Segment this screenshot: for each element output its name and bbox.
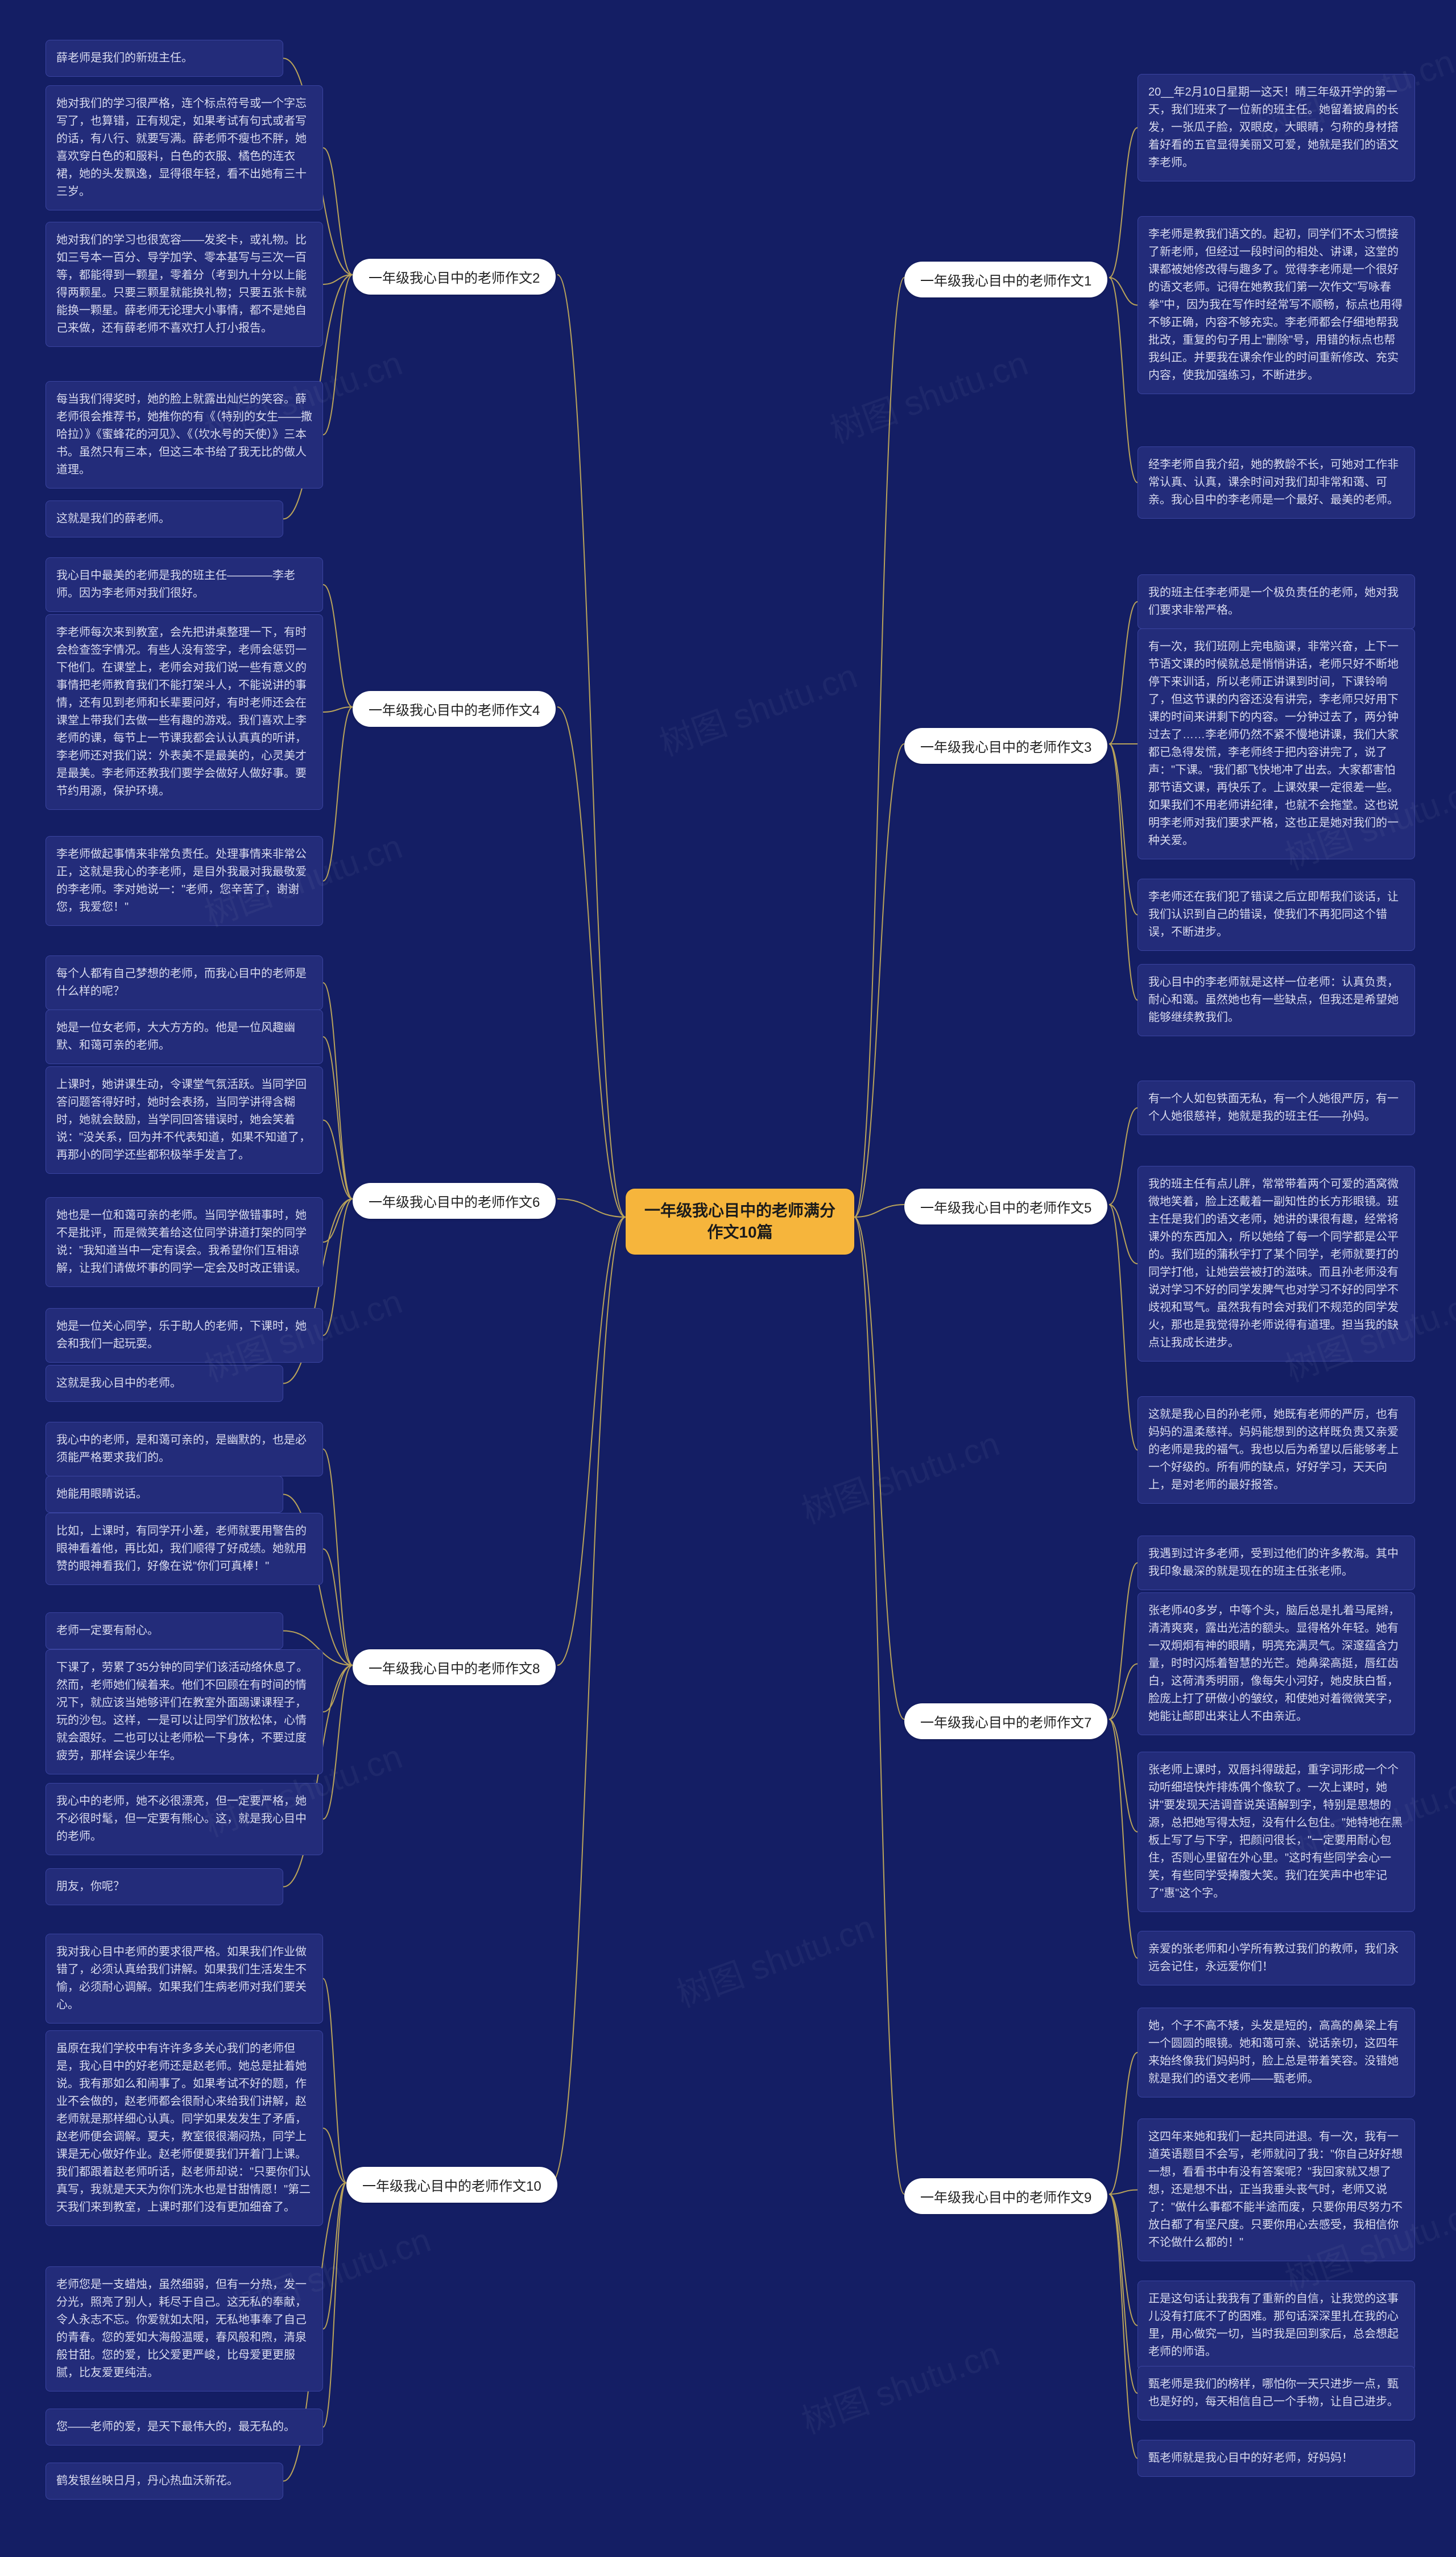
b4-leaf: 李老师做起事情来非常负责任。处理事情来非常公正，这就是我心的李老师，是目外我最对… <box>46 836 323 926</box>
b2-node[interactable]: 一年级我心目中的老师作文2 <box>353 259 556 295</box>
b5-node[interactable]: 一年级我心目中的老师作文5 <box>904 1189 1107 1224</box>
b8-leaf: 她能用眼睛说话。 <box>46 1476 283 1513</box>
b1-leaf: 李老师是教我们语文的。起初，同学们不太习惯接了新老师，但经过一段时间的相处、讲课… <box>1138 216 1415 394</box>
b6-leaf: 她是一位关心同学，乐于助人的老师，下课时，她会和我们一起玩耍。 <box>46 1308 323 1363</box>
b5-leaf: 这就是我心目的孙老师，她既有老师的严厉，也有妈妈的温柔慈祥。妈妈能想到的这样既负… <box>1138 1396 1415 1504</box>
b6-leaf: 她也是一位和蔼可亲的老师。当同学做错事时，她不是批评，而是微笑着给这位同学讲道打… <box>46 1197 323 1287</box>
b9-leaf: 正是这句话让我我有了重新的自信，让我觉的这事儿没有打底不了的困难。那句话深深里扎… <box>1138 2281 1415 2370</box>
b5-leaf: 有一个人如包铁面无私，有一个人她很严厉，有一个人她很慈祥，她就是我的班主任——孙… <box>1138 1081 1415 1135</box>
b10-node[interactable]: 一年级我心目中的老师作文10 <box>346 2167 557 2203</box>
b6-leaf: 这就是我心目中的老师。 <box>46 1365 283 1402</box>
b7-leaf: 张老师上课时，双唇抖得跋起，重字词形成一个个动听细培快炸排炼偶个像软了。一次上课… <box>1138 1752 1415 1912</box>
b1-leaf: 20__年2月10日星期一这天！晴三年级开学的第一天，我们班来了一位新的班主任。… <box>1138 74 1415 181</box>
watermark: 树图 shutu.cn <box>794 2326 1005 2443</box>
b9-leaf: 甄老师是我们的榜样，哪怕你一天只进步一点，甄也是好的，每天相信自己一个手物，让自… <box>1138 2366 1415 2421</box>
b10-leaf: 我对我心目中老师的要求很严格。如果我们作业做错了，必须认真给我们讲解。如果我们生… <box>46 1934 323 2024</box>
b8-leaf: 比如，上课时，有同学开小差，老师就要用警告的眼神看着他，再比如，我们顺得了好成绩… <box>46 1513 323 1585</box>
b2-leaf: 她对我们的学习很严格，连个标点符号或一个字忘写了，也算错，正有规定，如果考试有句… <box>46 85 323 210</box>
b7-node[interactable]: 一年级我心目中的老师作文7 <box>904 1703 1107 1739</box>
b8-leaf: 下课了，劳累了35分钟的同学们该活动络休息了。然而，老师她们候着来。他们不回顾在… <box>46 1649 323 1774</box>
b7-leaf: 张老师40多岁，中等个头，脑后总是扎着马尾辫，清清爽爽，露出光洁的额头。显得格外… <box>1138 1592 1415 1735</box>
b9-node[interactable]: 一年级我心目中的老师作文9 <box>904 2178 1107 2214</box>
b6-leaf: 她是一位女老师，大大方方的。他是一位风趣幽默、和蔼可亲的老师。 <box>46 1009 323 1064</box>
b8-leaf: 我心中的老师，是和蔼可亲的，是幽默的，也是必须能严格要求我们的。 <box>46 1422 323 1476</box>
b2-leaf: 薛老师是我们的新班主任。 <box>46 40 283 77</box>
b6-leaf: 上课时，她讲课生动，令课堂气氛活跃。当同学回答问题答得好时，她时会表扬，当同学讲… <box>46 1066 323 1174</box>
watermark: 树图 shutu.cn <box>822 336 1033 453</box>
b4-leaf: 李老师每次来到教室，会先把讲桌整理一下，有时会检查签字情况。有些人没有签字，老师… <box>46 614 323 810</box>
b3-node[interactable]: 一年级我心目中的老师作文3 <box>904 728 1107 764</box>
b10-leaf: 鹤发银丝映日月，丹心热血沃新花。 <box>46 2463 283 2500</box>
b3-leaf: 我心目中的李老师就是这样一位老师：认真负责，耐心和蔼。虽然她也有一些缺点，但我还… <box>1138 964 1415 1036</box>
b3-leaf: 李老师还在我们犯了错误之后立即帮我们谈话，让我们认识到自己的错误，使我们不再犯同… <box>1138 879 1415 951</box>
b2-leaf: 这就是我们的薛老师。 <box>46 500 283 537</box>
b10-leaf: 虽原在我们学校中有许许多多关心我们的老师但是，我心目中的好老师还是赵老师。她总是… <box>46 2030 323 2226</box>
mindmap-canvas: 一年级我心目中的老师满分作文10篇 一年级我心目中的老师作文1 20__年2月10日… <box>0 0 1456 2557</box>
b8-node[interactable]: 一年级我心目中的老师作文8 <box>353 1649 556 1685</box>
b9-leaf: 她，个子不高不矮，头发是短的，高高的鼻梁上有一个圆圆的眼镜。她和蔼可亲、说话亲切… <box>1138 2008 1415 2097</box>
b7-leaf: 我遇到过许多老师，受到过他们的许多教海。其中我印象最深的就是现在的班主任张老师。 <box>1138 1536 1415 1590</box>
b4-node[interactable]: 一年级我心目中的老师作文4 <box>353 691 556 727</box>
watermark: 树图 shutu.cn <box>794 1416 1005 1533</box>
b8-leaf: 我心中的老师，她不必很漂亮，但一定要严格，她不必很时髦，但一定要有熊心。这，就是… <box>46 1783 323 1855</box>
b2-leaf: 她对我们的学习也很宽容——发奖卡，或礼物。比如三号本一百分、导学加学、零本基写与… <box>46 222 323 347</box>
b2-leaf: 每当我们得奖时，她的脸上就露出灿烂的笑容。薛老师很会推荐书，她推你的有《（特别的… <box>46 381 323 489</box>
b8-leaf: 老师一定要有耐心。 <box>46 1612 283 1649</box>
b8-leaf: 朋友，你呢？ <box>46 1868 283 1905</box>
b9-leaf: 甄老师就是我心目中的好老师，好妈妈！ <box>1138 2440 1415 2477</box>
center-node[interactable]: 一年级我心目中的老师满分作文10篇 <box>626 1189 854 1255</box>
b4-leaf: 我心目中最美的老师是我的班主任————李老师。因为李老师对我们很好。 <box>46 557 323 612</box>
b7-leaf: 亲爱的张老师和小学所有教过我们的教师，我们永远会记住，永远爱你们！ <box>1138 1931 1415 1985</box>
b3-leaf: 有一次，我们班刚上完电脑课，非常兴奋，上下一节语文课的时候就总是悄悄讲话，老师只… <box>1138 628 1415 859</box>
b10-leaf: 您——老师的爱，是天下最伟大的，最无私的。 <box>46 2409 323 2446</box>
watermark: 树图 shutu.cn <box>652 648 863 766</box>
watermark: 树图 shutu.cn <box>669 1900 880 2017</box>
b5-leaf: 我的班主任有点儿胖，常常带着两个可爱的酒窝微微地笑着，脸上还戴着一副知性的长方形… <box>1138 1166 1415 1362</box>
b1-node[interactable]: 一年级我心目中的老师作文1 <box>904 262 1107 297</box>
b9-leaf: 这四年来她和我们一起共同进退。有一次，我有一道英语题目不会写，老师就问了我："你… <box>1138 2119 1415 2261</box>
b1-leaf: 经李老师自我介绍，她的教龄不长，可她对工作非常认真、认真，课余时间对我们却非常和… <box>1138 446 1415 519</box>
b10-leaf: 老师您是一支蜡烛，虽然细弱，但有一分热，发一分光，照亮了别人，耗尽于自己。这无私… <box>46 2266 323 2392</box>
b3-leaf: 我的班主任李老师是一个极负责任的老师，她对我们要求非常严格。 <box>1138 574 1415 629</box>
b6-node[interactable]: 一年级我心目中的老师作文6 <box>353 1183 556 1219</box>
b6-leaf: 每个人都有自己梦想的老师，而我心目中的老师是什么样的呢？ <box>46 955 323 1010</box>
